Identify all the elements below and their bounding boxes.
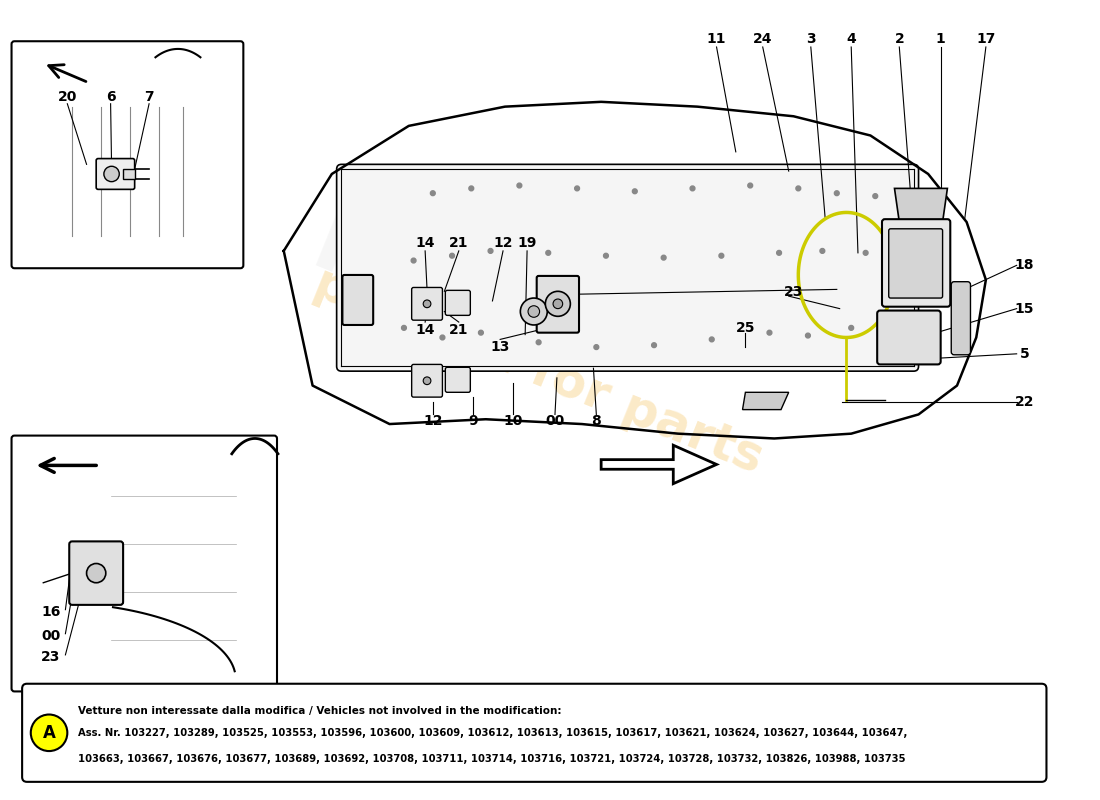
FancyBboxPatch shape — [877, 310, 940, 365]
Circle shape — [430, 191, 436, 196]
Text: Ass. Nr. 103227, 103289, 103525, 103553, 103596, 103600, 103609, 103612, 103613,: Ass. Nr. 103227, 103289, 103525, 103553,… — [78, 728, 908, 738]
Circle shape — [651, 342, 657, 347]
Text: 12: 12 — [493, 236, 513, 250]
Circle shape — [536, 340, 541, 345]
Circle shape — [517, 183, 521, 188]
Circle shape — [777, 250, 781, 255]
Circle shape — [411, 258, 416, 263]
Text: 12: 12 — [424, 414, 442, 428]
FancyBboxPatch shape — [96, 158, 134, 190]
Text: 21: 21 — [449, 322, 469, 337]
Text: passion for parts: passion for parts — [307, 259, 770, 483]
FancyBboxPatch shape — [337, 164, 918, 371]
Text: Vetture non interessate dalla modifica / Vehicles not involved in the modificati: Vetture non interessate dalla modifica /… — [78, 706, 561, 716]
FancyBboxPatch shape — [446, 290, 471, 315]
Circle shape — [424, 377, 431, 385]
Text: 17: 17 — [976, 32, 996, 46]
Circle shape — [719, 254, 724, 258]
Circle shape — [748, 183, 752, 188]
Text: 9: 9 — [469, 414, 478, 428]
Circle shape — [767, 330, 772, 335]
Polygon shape — [742, 392, 789, 410]
Circle shape — [805, 333, 811, 338]
FancyBboxPatch shape — [11, 435, 277, 691]
Circle shape — [528, 306, 540, 318]
Text: 6: 6 — [106, 90, 116, 104]
FancyBboxPatch shape — [411, 365, 442, 397]
Polygon shape — [894, 188, 947, 222]
FancyBboxPatch shape — [537, 276, 579, 333]
Text: 18: 18 — [1014, 258, 1034, 272]
Text: 23: 23 — [42, 650, 60, 664]
Text: 10: 10 — [503, 414, 522, 428]
Circle shape — [546, 250, 551, 255]
FancyBboxPatch shape — [411, 287, 442, 320]
Polygon shape — [601, 446, 716, 484]
Circle shape — [820, 249, 825, 254]
Circle shape — [796, 186, 801, 191]
Text: 15: 15 — [1014, 302, 1034, 316]
Text: 11: 11 — [707, 32, 726, 46]
Circle shape — [103, 166, 119, 182]
FancyBboxPatch shape — [342, 275, 373, 325]
Circle shape — [690, 186, 695, 191]
Circle shape — [896, 258, 902, 263]
Circle shape — [469, 186, 474, 191]
Circle shape — [632, 189, 637, 194]
FancyBboxPatch shape — [123, 169, 134, 178]
Circle shape — [882, 321, 888, 326]
FancyBboxPatch shape — [22, 684, 1046, 782]
Circle shape — [604, 254, 608, 258]
Text: 20: 20 — [57, 90, 77, 104]
Text: 4: 4 — [846, 32, 856, 46]
Circle shape — [402, 326, 406, 330]
Circle shape — [478, 330, 483, 335]
Circle shape — [31, 714, 67, 751]
Text: 14: 14 — [416, 236, 434, 250]
Text: parts: parts — [307, 174, 617, 375]
Circle shape — [488, 249, 493, 254]
Text: 19: 19 — [517, 236, 537, 250]
Text: A: A — [43, 724, 55, 742]
Circle shape — [710, 337, 714, 342]
Circle shape — [661, 255, 667, 260]
Text: 00: 00 — [42, 629, 60, 642]
Text: 5: 5 — [1020, 347, 1030, 361]
Text: 8: 8 — [592, 414, 602, 428]
Circle shape — [594, 345, 598, 350]
Text: 14: 14 — [416, 322, 434, 337]
Circle shape — [424, 300, 431, 308]
Text: 7: 7 — [144, 90, 154, 104]
FancyBboxPatch shape — [952, 282, 970, 354]
Text: 24: 24 — [754, 32, 772, 46]
FancyBboxPatch shape — [882, 219, 950, 306]
Text: 3: 3 — [806, 32, 815, 46]
Text: 1: 1 — [936, 32, 946, 46]
Circle shape — [835, 191, 839, 196]
Text: 22: 22 — [1014, 395, 1034, 409]
Circle shape — [546, 291, 571, 316]
Circle shape — [849, 326, 854, 330]
Text: 2: 2 — [894, 32, 904, 46]
Text: 103663, 103667, 103676, 103677, 103689, 103692, 103708, 103711, 103714, 103716, : 103663, 103667, 103676, 103677, 103689, … — [78, 754, 905, 764]
Circle shape — [450, 254, 454, 258]
Text: 16: 16 — [42, 605, 60, 618]
Circle shape — [87, 563, 106, 582]
Circle shape — [873, 194, 878, 198]
Text: 21: 21 — [449, 236, 469, 250]
FancyBboxPatch shape — [889, 229, 943, 298]
FancyBboxPatch shape — [446, 367, 471, 392]
Text: 23: 23 — [784, 286, 803, 299]
Circle shape — [864, 250, 868, 255]
Circle shape — [440, 335, 444, 340]
Circle shape — [520, 298, 548, 325]
FancyBboxPatch shape — [69, 542, 123, 605]
Circle shape — [574, 186, 580, 191]
Text: 13: 13 — [491, 340, 509, 354]
Text: 25: 25 — [736, 321, 756, 335]
Text: 00: 00 — [546, 414, 564, 428]
FancyBboxPatch shape — [11, 42, 243, 268]
Circle shape — [553, 299, 563, 309]
